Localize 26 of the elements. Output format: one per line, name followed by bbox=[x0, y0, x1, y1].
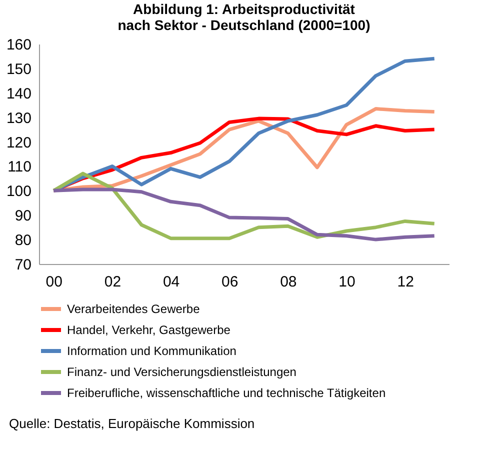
x-tick-label: 06 bbox=[222, 274, 238, 290]
legend-label: Finanz- und Versicherungsdienstleistungen bbox=[67, 365, 296, 379]
x-tick-label: 12 bbox=[397, 274, 414, 290]
y-tick-label: 100 bbox=[6, 183, 32, 200]
y-tick-label: 90 bbox=[14, 208, 32, 225]
y-tick-label: 80 bbox=[14, 232, 32, 250]
y-tick-label: 110 bbox=[8, 158, 32, 176]
source-note: Quelle: Destatis, Europäische Kommission bbox=[9, 416, 255, 431]
x-tick-label: 10 bbox=[338, 274, 356, 290]
x-tick-label: 04 bbox=[162, 274, 180, 290]
x-tick-label: 00 bbox=[46, 274, 62, 290]
legend-label: Freiberufliche, wissenschaftliche und technische Tätigkeiten bbox=[67, 386, 386, 400]
y-tick-label: 160 bbox=[6, 36, 32, 54]
line-series bbox=[52, 188, 436, 242]
chart-title: Abbildung 1: Arbeitsproductivität nach Sektor - Deutschland (2000=100) bbox=[118, 1, 370, 33]
y-tick-label: 70 bbox=[14, 256, 32, 274]
legend-label: Verarbeitendes Gewerbe bbox=[67, 302, 200, 316]
y-tick-label: 120 bbox=[6, 134, 32, 152]
x-tick-label: 08 bbox=[280, 274, 297, 290]
x-tick-label: 02 bbox=[104, 274, 122, 290]
legend-label: Information und Kommunikation bbox=[67, 344, 236, 358]
y-tick-label: 140 bbox=[6, 85, 32, 102]
y-tick-label: 150 bbox=[6, 60, 32, 78]
legend-label: Handel, Verkehr, Gastgewerbe bbox=[67, 323, 231, 337]
line-series bbox=[52, 172, 436, 240]
y-tick-label: 130 bbox=[6, 110, 32, 127]
